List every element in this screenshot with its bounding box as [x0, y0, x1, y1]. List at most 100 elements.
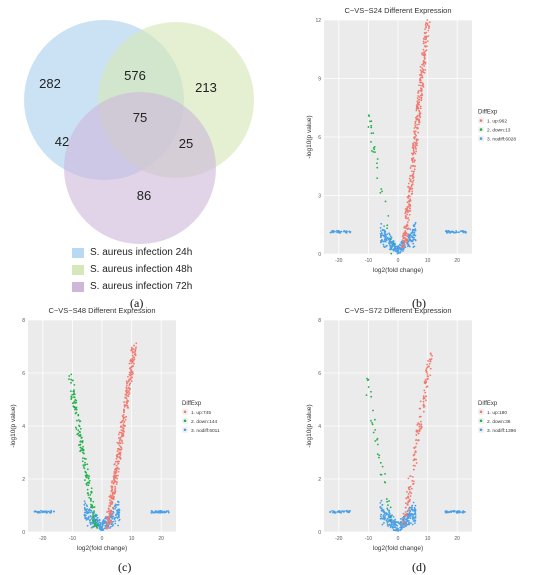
data-point	[122, 413, 125, 416]
venn-legend-swatch-48h	[72, 264, 84, 275]
data-point	[70, 378, 73, 381]
data-point	[409, 203, 412, 206]
data-point	[159, 511, 162, 514]
data-point	[388, 232, 390, 235]
data-point	[424, 23, 427, 26]
data-point	[117, 513, 120, 515]
data-point	[418, 101, 421, 104]
data-point	[402, 523, 405, 526]
data-point	[407, 217, 410, 219]
data-point	[382, 245, 385, 248]
data-point	[382, 509, 385, 511]
data-point	[114, 460, 117, 463]
data-point	[381, 238, 383, 241]
data-point	[75, 399, 78, 402]
data-point	[412, 509, 414, 512]
data-point	[428, 362, 431, 365]
data-point	[387, 214, 390, 217]
data-point	[384, 200, 387, 203]
data-point	[89, 493, 92, 496]
data-point	[404, 502, 407, 505]
data-point	[413, 231, 416, 234]
data-point	[399, 251, 402, 254]
data-point	[116, 500, 119, 503]
data-point	[422, 404, 425, 407]
venn-count-all: 75	[133, 110, 147, 125]
data-point	[85, 471, 88, 474]
data-point	[116, 441, 119, 444]
data-point	[367, 126, 370, 128]
data-point	[406, 210, 409, 213]
data-point	[87, 512, 89, 515]
data-point	[130, 362, 133, 365]
data-point	[421, 67, 424, 69]
data-point	[406, 233, 409, 235]
data-point	[369, 120, 371, 123]
data-point	[83, 500, 86, 503]
data-point	[102, 520, 105, 523]
volcano-plot-c: C−VS−S48 Different Expression 0 2 4 6 8 -20 -10…	[10, 306, 220, 552]
data-point	[150, 512, 153, 514]
data-point	[413, 159, 416, 162]
data-point	[424, 369, 427, 372]
data-point	[371, 423, 374, 426]
x-axis-label: log2(fold change)	[77, 545, 127, 552]
data-point	[372, 409, 374, 412]
data-point	[420, 76, 422, 79]
data-point	[92, 500, 95, 503]
data-point	[134, 350, 137, 353]
data-point	[117, 433, 120, 436]
x-tick-label: 20	[454, 536, 460, 542]
data-point	[117, 460, 120, 463]
data-point	[117, 503, 120, 506]
data-point	[109, 505, 112, 508]
data-point	[79, 443, 82, 446]
data-point	[462, 510, 465, 512]
venn-legend-item-48h: S. aureus infection 48h	[72, 261, 252, 278]
data-point	[461, 511, 463, 514]
data-point	[112, 515, 115, 518]
data-point	[414, 133, 417, 136]
data-point	[410, 492, 413, 494]
data-point	[111, 486, 114, 488]
data-point	[108, 508, 110, 511]
data-point	[71, 393, 74, 396]
data-point	[78, 434, 80, 437]
data-point	[422, 48, 425, 51]
data-point	[99, 525, 102, 528]
data-point	[131, 348, 134, 350]
data-point	[68, 375, 71, 377]
data-point	[134, 349, 137, 352]
x-tick-label: 20	[454, 258, 460, 264]
data-point	[383, 521, 385, 524]
data-point	[414, 130, 417, 133]
data-point	[114, 487, 117, 490]
data-point	[411, 170, 413, 173]
data-point	[405, 238, 407, 240]
data-point	[407, 500, 410, 503]
data-point	[392, 515, 395, 518]
data-point	[376, 162, 378, 165]
data-point	[118, 509, 121, 512]
data-point	[69, 390, 72, 392]
data-point	[414, 464, 416, 467]
data-point	[453, 510, 456, 513]
data-point	[396, 245, 399, 248]
data-point	[109, 501, 112, 504]
data-point	[419, 69, 422, 72]
data-point	[115, 483, 118, 485]
data-point	[73, 389, 75, 392]
data-point	[379, 473, 382, 476]
data-point	[424, 391, 427, 394]
data-point	[449, 231, 452, 234]
data-point	[127, 407, 129, 409]
y-tick-label: 6	[318, 371, 321, 377]
legend-title: DiffExp	[478, 401, 498, 407]
data-point	[421, 52, 423, 55]
data-point	[114, 520, 117, 523]
data-point	[129, 387, 132, 390]
data-point	[424, 45, 427, 48]
data-point	[123, 410, 125, 413]
data-point	[93, 517, 95, 520]
data-point	[415, 439, 418, 441]
